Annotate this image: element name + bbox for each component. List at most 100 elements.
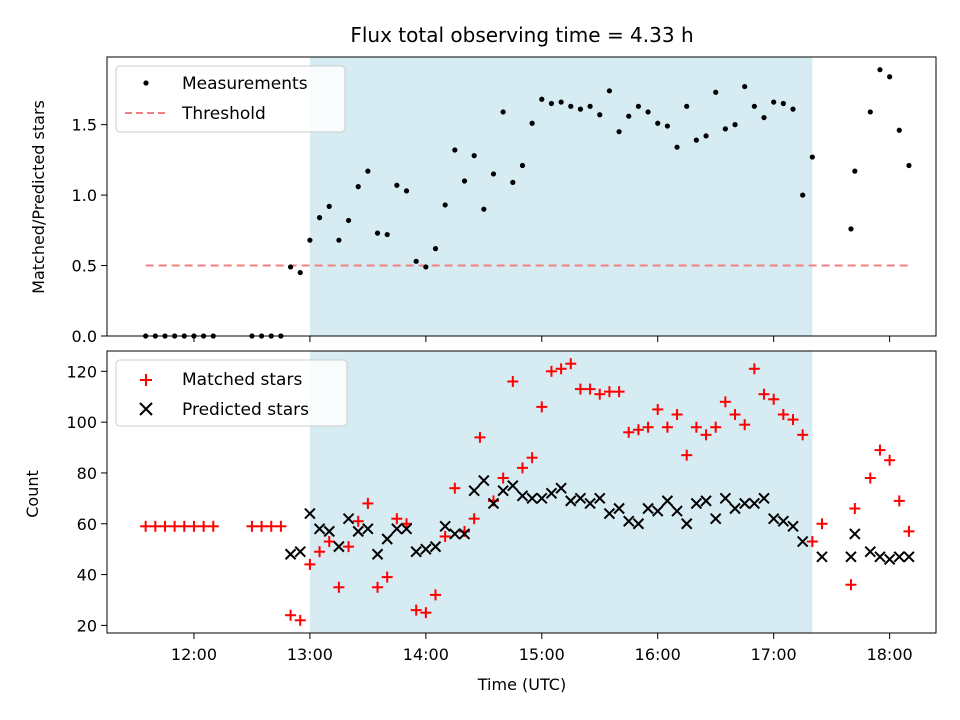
predicted-star-point bbox=[294, 545, 306, 558]
matched-star-point bbox=[410, 604, 422, 616]
measurement-point bbox=[771, 99, 777, 105]
observing-window-span bbox=[309, 351, 813, 633]
matched-star-point bbox=[652, 403, 664, 415]
predicted-star-point bbox=[719, 492, 732, 505]
predicted-star-point bbox=[632, 518, 645, 530]
y-tick-label: 1.0 bbox=[72, 186, 97, 205]
measurement-point bbox=[500, 109, 506, 115]
x-tick-label: 18:00 bbox=[867, 645, 913, 664]
matched-star-point bbox=[797, 429, 809, 441]
measurement-point bbox=[510, 179, 516, 186]
predicted-star-point bbox=[342, 512, 355, 525]
matched-star-point bbox=[584, 383, 596, 395]
matched-star-point bbox=[256, 520, 268, 532]
matched-star-point bbox=[642, 421, 654, 433]
matched-star-point bbox=[893, 495, 905, 507]
predicted-star-point bbox=[883, 553, 896, 566]
measurement-point bbox=[307, 237, 313, 243]
matched-star-point bbox=[352, 515, 364, 527]
matched-star-point bbox=[864, 472, 876, 484]
measurement-point bbox=[326, 203, 332, 209]
measurement-point bbox=[655, 120, 661, 126]
measurement-point bbox=[713, 89, 719, 95]
legend-measurements-marker bbox=[143, 80, 149, 86]
y-tick-label: 120 bbox=[66, 362, 97, 381]
matched-star-point bbox=[787, 414, 799, 426]
predicted-star-point bbox=[458, 528, 471, 540]
measurement-point bbox=[606, 88, 613, 94]
predicted-star-point bbox=[352, 525, 364, 538]
predicted-star-point bbox=[661, 495, 674, 507]
predicted-star-point bbox=[767, 512, 780, 525]
measurement-point bbox=[558, 99, 564, 105]
y-tick-label: 0.0 bbox=[72, 327, 97, 346]
predicted-star-point bbox=[849, 528, 861, 540]
predicted-star-point bbox=[555, 482, 567, 494]
predicted-star-point bbox=[400, 523, 413, 535]
matched-star-point bbox=[594, 388, 606, 400]
measurement-point bbox=[616, 129, 622, 135]
matched-star-point bbox=[198, 520, 210, 532]
measurement-point bbox=[674, 144, 680, 150]
matched-stars-series bbox=[140, 358, 915, 626]
predicted-star-point bbox=[487, 497, 500, 510]
matched-star-point bbox=[294, 614, 306, 626]
predicted-star-point bbox=[391, 523, 403, 535]
predicted-star-point bbox=[777, 515, 790, 527]
predicted-star-point bbox=[536, 492, 548, 505]
x-tick-label: 15:00 bbox=[519, 645, 565, 664]
measurement-point bbox=[384, 231, 390, 238]
predicted-star-point bbox=[845, 551, 857, 563]
matched-star-point bbox=[748, 363, 760, 375]
predicted-star-point bbox=[574, 492, 587, 505]
measurement-point bbox=[877, 67, 883, 73]
predicted-star-point bbox=[526, 492, 538, 505]
matched-star-point bbox=[246, 520, 258, 532]
predicted-star-point bbox=[439, 520, 451, 533]
measurement-point bbox=[297, 269, 303, 276]
x-axis-label: Time (UTC) bbox=[477, 675, 566, 694]
predicted-star-point bbox=[681, 518, 693, 530]
matched-star-point bbox=[671, 409, 683, 421]
matched-star-point bbox=[430, 589, 442, 601]
matched-star-point bbox=[574, 383, 586, 395]
measurement-point bbox=[867, 109, 873, 115]
matched-star-point bbox=[140, 520, 152, 532]
top-x-ticks bbox=[193, 336, 891, 342]
predicted-star-point bbox=[565, 495, 577, 507]
y-tick-label: 40 bbox=[77, 566, 97, 585]
measurement-point bbox=[587, 103, 593, 109]
y-tick-label: 60 bbox=[77, 515, 97, 534]
measurement-point bbox=[423, 264, 429, 270]
bottom-y-ticks: 20 40 60 80 100 120 bbox=[66, 362, 107, 635]
measurement-point bbox=[287, 264, 294, 270]
measurement-point bbox=[626, 113, 632, 119]
legend-threshold-label: Threshold bbox=[181, 104, 266, 124]
predicted-star-point bbox=[787, 520, 799, 533]
matched-star-point bbox=[758, 388, 770, 400]
matched-star-point bbox=[565, 358, 577, 370]
matched-star-point bbox=[169, 520, 181, 532]
matched-star-point bbox=[474, 431, 486, 443]
predicted-star-point bbox=[893, 551, 905, 563]
measurement-point bbox=[761, 114, 767, 121]
predicted-star-point bbox=[497, 485, 509, 497]
matched-star-point bbox=[903, 525, 915, 537]
legend-matched-marker bbox=[140, 374, 152, 386]
predicted-star-point bbox=[584, 497, 596, 510]
measurement-point bbox=[539, 96, 545, 102]
x-tick-label: 14:00 bbox=[403, 645, 449, 664]
measurement-point bbox=[490, 171, 497, 177]
measurement-point bbox=[365, 168, 371, 174]
matched-star-point bbox=[806, 536, 818, 548]
matched-star-point bbox=[845, 579, 857, 591]
bottom-plot-frame bbox=[106, 350, 937, 634]
chart-title: Flux total observing time = 4.33 h bbox=[350, 23, 693, 47]
predicted-star-point bbox=[758, 492, 770, 505]
y-tick-label: 1.5 bbox=[72, 116, 97, 135]
predicted-star-point bbox=[594, 492, 606, 505]
matched-star-point bbox=[468, 513, 480, 525]
measurement-point bbox=[394, 182, 400, 188]
top-legend-box bbox=[115, 65, 346, 133]
measurement-point bbox=[568, 103, 574, 109]
